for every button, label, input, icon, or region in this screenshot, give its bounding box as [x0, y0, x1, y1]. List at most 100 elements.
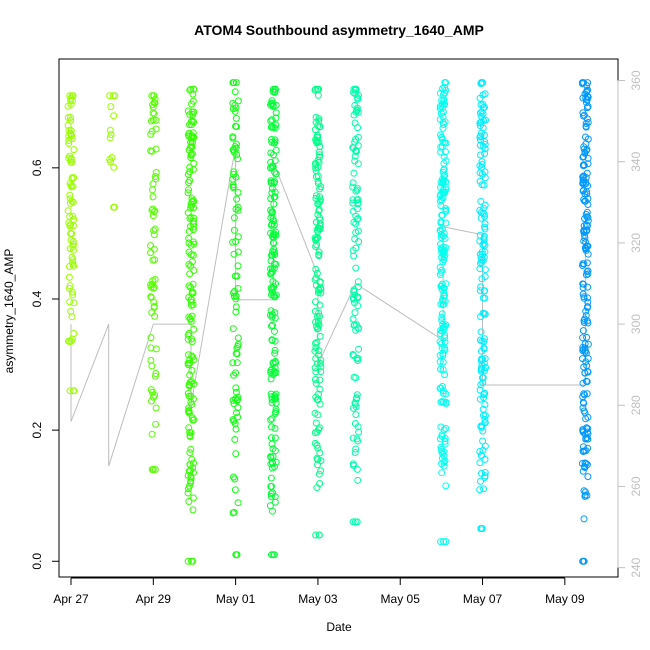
data-point	[355, 428, 363, 436]
data-point	[188, 352, 196, 360]
data-point	[232, 388, 240, 396]
data-point	[441, 292, 448, 299]
data-point	[352, 445, 360, 453]
data-point	[231, 486, 239, 494]
data-point	[233, 344, 241, 352]
data-point	[583, 169, 591, 177]
data-point	[186, 111, 194, 119]
data-point	[270, 239, 278, 247]
data-point	[580, 390, 588, 398]
data-point	[439, 450, 447, 458]
data-point	[186, 356, 194, 364]
data-point	[149, 193, 157, 201]
data-point	[352, 135, 360, 143]
data-point	[268, 482, 275, 490]
data-point	[477, 197, 485, 205]
data-point	[312, 318, 320, 326]
data-point	[480, 240, 488, 248]
data-point	[477, 136, 484, 144]
data-point	[64, 207, 72, 215]
data-point	[267, 179, 275, 187]
data-point	[480, 485, 488, 493]
data-point	[312, 274, 320, 282]
y-right-tick-label: 240	[629, 557, 643, 577]
data-point	[68, 183, 75, 191]
data-point	[147, 293, 155, 301]
data-point	[111, 92, 119, 100]
data-point	[233, 272, 241, 280]
data-point	[185, 482, 193, 490]
data-point	[437, 109, 445, 117]
data-point	[482, 364, 489, 371]
data-point	[66, 191, 74, 199]
data-point	[67, 95, 75, 103]
data-point	[442, 538, 450, 546]
data-point	[317, 356, 325, 364]
data-point	[69, 212, 77, 220]
x-axis-label: Date	[326, 620, 352, 634]
data-point	[149, 101, 157, 109]
data-point	[151, 276, 159, 283]
data-point	[476, 177, 484, 185]
data-point	[234, 499, 242, 507]
data-point	[579, 467, 587, 475]
data-point	[579, 180, 587, 188]
data-point	[477, 132, 485, 140]
point-cluster	[436, 79, 450, 546]
data-point	[271, 337, 279, 345]
data-point	[268, 97, 276, 105]
data-point	[476, 395, 484, 403]
data-point	[580, 161, 588, 169]
data-point	[316, 376, 324, 384]
data-point	[234, 393, 242, 401]
data-point	[584, 154, 592, 162]
data-point	[350, 287, 358, 295]
data-point	[312, 235, 320, 243]
data-point	[478, 337, 486, 345]
data-point	[442, 178, 450, 186]
data-point	[189, 132, 197, 140]
data-point	[67, 337, 75, 345]
data-point	[315, 531, 323, 539]
data-point	[314, 172, 322, 180]
x-tick-label: May 09	[545, 592, 585, 606]
data-point	[314, 224, 322, 232]
data-point	[584, 283, 592, 291]
data-point	[351, 157, 359, 165]
x-axis: Apr 27 Apr 29 May 01 May 03 May 05 May 07 May …	[53, 577, 585, 606]
data-point	[481, 140, 489, 148]
data-point	[187, 445, 195, 453]
data-point	[583, 378, 591, 386]
x-tick-label: May 03	[298, 592, 338, 606]
data-point	[64, 121, 72, 129]
data-point	[580, 237, 588, 245]
data-point	[108, 154, 116, 161]
data-point	[152, 116, 160, 124]
data-point	[232, 425, 240, 433]
x-tick-label: Apr 27	[53, 592, 89, 606]
data-point	[436, 435, 444, 443]
data-point	[481, 401, 489, 408]
data-point	[580, 153, 587, 161]
data-point	[441, 457, 449, 465]
data-point	[478, 108, 486, 116]
data-point	[267, 307, 275, 315]
y-axis-label: asymmetry_1640_AMP	[2, 249, 16, 374]
data-point	[579, 448, 587, 455]
data-point	[147, 386, 155, 394]
data-point	[582, 123, 590, 131]
data-point	[481, 412, 489, 420]
data-point	[189, 226, 197, 234]
data-point	[436, 102, 444, 110]
data-point	[580, 557, 588, 565]
data-point	[439, 358, 447, 366]
data-point	[231, 88, 239, 96]
data-point	[580, 487, 588, 495]
data-point	[442, 148, 449, 156]
data-point	[268, 116, 276, 124]
data-point	[579, 345, 587, 353]
data-point	[110, 112, 118, 120]
data-point	[66, 114, 74, 121]
data-point	[580, 179, 588, 187]
data-point	[479, 209, 487, 217]
